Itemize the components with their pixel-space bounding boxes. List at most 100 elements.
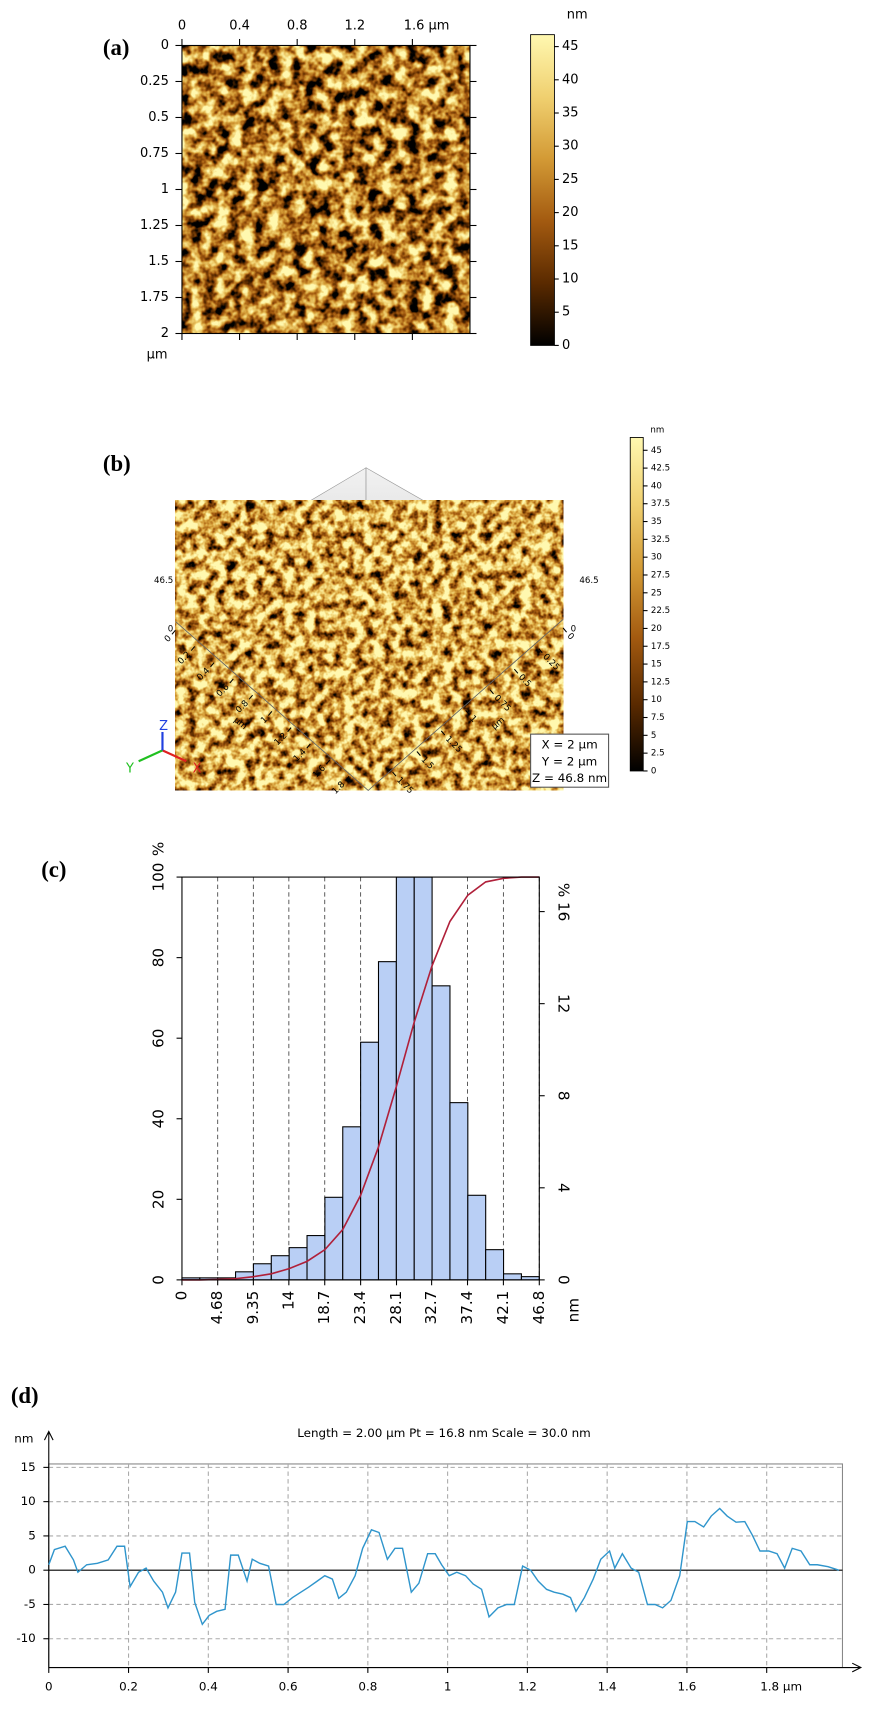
- back-wall: [365, 467, 564, 627]
- x-tick-label: 37.4: [458, 1291, 476, 1325]
- x-tick-label: 18.7: [315, 1291, 333, 1325]
- colorbar-tick-label: 45: [651, 446, 662, 456]
- y-tick-label: 5: [28, 1528, 36, 1542]
- x-tick-label: 14: [279, 1291, 297, 1310]
- x-tick: [345, 776, 350, 781]
- axis-name: Y: [125, 761, 134, 776]
- y-tick-label: 40: [150, 1109, 168, 1128]
- y2-tick-label: 12: [555, 994, 573, 1013]
- y-tick-label: 1.5: [419, 755, 436, 772]
- x-tick: [306, 743, 311, 749]
- y-tick: [562, 627, 568, 633]
- y-tick-label: 1.25: [443, 734, 464, 755]
- z-min-label: 0: [571, 625, 577, 635]
- x-axis-label: nm: [564, 1298, 582, 1322]
- colorbar-tick-label: 30: [651, 553, 662, 563]
- panel-label: (d): [11, 1383, 39, 1408]
- bar: [306, 1235, 326, 1281]
- y-tick-label: 1.25: [140, 218, 169, 233]
- z-max-label: 46.5: [154, 576, 173, 586]
- x-tick-label: 46.8: [530, 1291, 548, 1325]
- y-tick-label: 0: [28, 1563, 36, 1577]
- colorbar-tick-label: 35: [651, 517, 662, 527]
- x-tick-label: 23.4: [351, 1291, 369, 1325]
- x-tick-label: 0.8: [234, 699, 251, 716]
- cumulative-curve: [181, 876, 540, 1281]
- y-tick-label: 100: [150, 863, 168, 892]
- x-tick-label: 0.2: [176, 650, 193, 667]
- y-tick: [538, 648, 543, 654]
- y2-tick-label: 16: [555, 902, 573, 921]
- bar: [431, 985, 451, 1281]
- y-tick-label: 0.5: [148, 110, 169, 125]
- y-tick-label: 80: [150, 948, 168, 967]
- x-tick-label: 0.2: [119, 1680, 138, 1694]
- axis-name: X: [193, 761, 202, 776]
- colorbar-tick-label: 0: [562, 338, 570, 353]
- x-tick-label: 1.6: [311, 764, 328, 781]
- bar: [503, 1273, 522, 1281]
- bar: [485, 1249, 505, 1281]
- colorbar-tick-label: 15: [562, 238, 579, 253]
- colorbar-tick-label: 17.5: [651, 642, 670, 652]
- x-tick-label: 0.8: [358, 1680, 377, 1694]
- bar: [252, 1263, 272, 1281]
- y-tick-label: -10: [16, 1631, 35, 1645]
- panel-label: (a): [103, 35, 129, 60]
- y-tick-label: 0: [565, 631, 576, 642]
- x-tick-label: 1.4: [292, 747, 309, 764]
- bar: [360, 1041, 380, 1281]
- y-tick-label: 1.5: [148, 254, 169, 269]
- x-tick-label: 9.35: [244, 1291, 262, 1325]
- colorbar: [629, 437, 644, 772]
- y-axis: [43, 1430, 54, 1668]
- y-tick: [489, 689, 494, 695]
- x-tick-label: 0: [45, 1680, 53, 1694]
- y-tick-label: 0.75: [140, 146, 169, 161]
- x-tick-label: 1.2: [344, 18, 365, 33]
- colorbar: [530, 34, 555, 346]
- x-tick-label: 28.1: [387, 1291, 405, 1325]
- y-tick-label: 0: [161, 38, 169, 53]
- colorbar-tick-label: 0: [651, 766, 657, 776]
- bar: [377, 961, 397, 1281]
- x-tick-label: 0: [178, 18, 186, 33]
- bar: [288, 1247, 308, 1281]
- info-text: Z = 46.8 nm: [532, 771, 607, 785]
- plot-frame: [48, 1463, 844, 1669]
- colorbar-tick-label: 35: [562, 106, 579, 121]
- x-tick: [287, 727, 292, 733]
- colorbar-tick-label: 25: [562, 172, 579, 187]
- x-tick-label: 32.7: [422, 1291, 440, 1325]
- y2-axis-label: %: [555, 883, 573, 897]
- y-tick-label: 0.75: [492, 693, 513, 714]
- y-axis-label: nm: [14, 1432, 33, 1446]
- y-tick-label: 0.25: [540, 652, 561, 673]
- colorbar-tick-label: 27.5: [651, 570, 670, 580]
- x-tick: [267, 711, 273, 716]
- x-tick: [190, 646, 196, 651]
- plot-frame: [181, 876, 540, 1281]
- surface: [175, 500, 564, 791]
- x-tick-label: 0.6: [279, 1680, 298, 1694]
- colorbar-tick-label: 15: [651, 660, 662, 670]
- info-text: Y = 2 µm: [541, 754, 597, 768]
- axis-name: Z: [159, 719, 168, 734]
- colorbar-tick-label: 40: [651, 481, 662, 491]
- colorbar-tick-label: 5: [562, 305, 570, 320]
- colorbar-tick-label: 10: [651, 695, 662, 705]
- colorbar-tick-label: 40: [562, 72, 579, 87]
- x-tick-label: 1.4: [598, 1680, 617, 1694]
- x-tick-label: 1.6 µm: [404, 18, 450, 33]
- x-unit: µm: [232, 715, 249, 732]
- x-axis: [48, 1662, 863, 1673]
- x-tick-label: 4.68: [208, 1291, 226, 1325]
- x-tick-label: 0.4: [195, 666, 212, 683]
- y-tick-label: 2: [161, 326, 169, 341]
- colorbar-tick-label: 2.5: [651, 749, 665, 759]
- y-tick-label: 1.75: [140, 290, 169, 305]
- colorbar-tick-label: 30: [562, 139, 579, 154]
- y-tick: [416, 751, 421, 756]
